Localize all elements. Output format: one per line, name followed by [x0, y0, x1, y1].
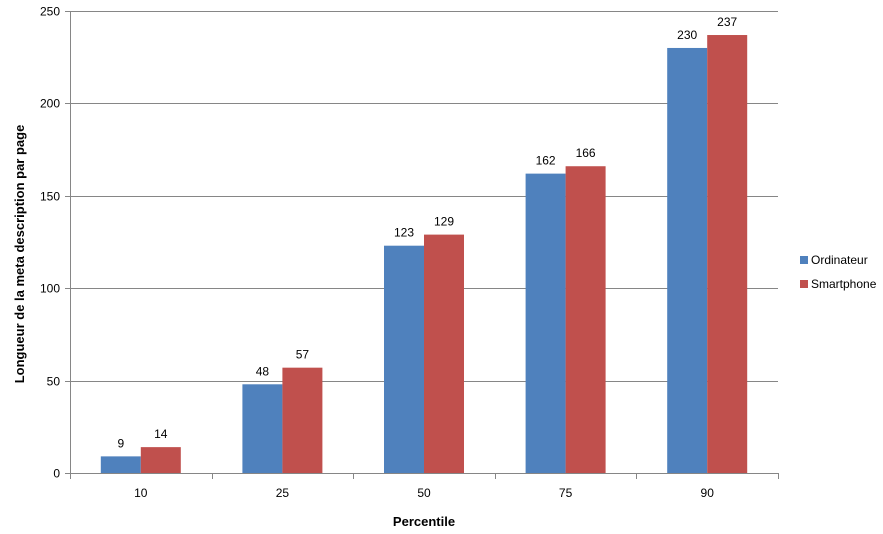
data-label: 129 [434, 215, 454, 229]
bar-ordinateur [525, 173, 566, 473]
y-tick-label: 100 [40, 282, 60, 296]
data-label: 162 [536, 154, 556, 168]
legend: Ordinateur Smartphone [800, 253, 877, 291]
legend-swatch-ordinateur [800, 256, 808, 264]
bars [100, 35, 748, 474]
x-axis-ticks: 10 25 50 75 90 [70, 473, 779, 500]
bar-smartphone [424, 234, 464, 473]
x-tick-label: 75 [559, 486, 573, 500]
legend-label: Ordinateur [811, 253, 868, 267]
axes [70, 11, 778, 474]
data-label: 230 [677, 28, 697, 42]
data-label: 48 [256, 364, 270, 378]
bar-smartphone [140, 447, 181, 473]
data-label: 57 [296, 348, 310, 362]
legend-label: Smartphone [811, 277, 877, 291]
data-label: 237 [717, 15, 737, 29]
y-axis-title: Longueur de la meta description par page [12, 125, 27, 384]
bar-ordinateur [100, 456, 141, 473]
bar-ordinateur [384, 245, 424, 473]
x-tick-label: 90 [701, 486, 715, 500]
bar-smartphone [282, 367, 323, 473]
bar-smartphone [707, 35, 748, 474]
y-axis-ticks: 0 50 100 150 200 250 [40, 5, 70, 481]
x-tick-label: 10 [134, 486, 148, 500]
x-axis-title: Percentile [393, 514, 455, 529]
data-label: 123 [394, 226, 414, 240]
y-tick-label: 200 [40, 97, 60, 111]
bar-ordinateur [242, 384, 283, 473]
y-tick-label: 250 [40, 5, 60, 19]
y-tick-label: 150 [40, 190, 60, 204]
data-label: 9 [117, 436, 124, 450]
x-tick-label: 25 [276, 486, 290, 500]
data-label: 166 [576, 146, 596, 160]
y-tick-label: 0 [53, 467, 60, 481]
legend-swatch-smartphone [800, 280, 808, 288]
y-tick-label: 50 [47, 375, 61, 389]
data-label: 14 [154, 427, 168, 441]
bar-ordinateur [667, 47, 708, 474]
gridlines [70, 11, 778, 382]
data-labels: 9 14 48 57 123 129 162 166 230 237 [117, 15, 737, 450]
bar-smartphone [565, 166, 606, 473]
x-tick-label: 50 [417, 486, 431, 500]
